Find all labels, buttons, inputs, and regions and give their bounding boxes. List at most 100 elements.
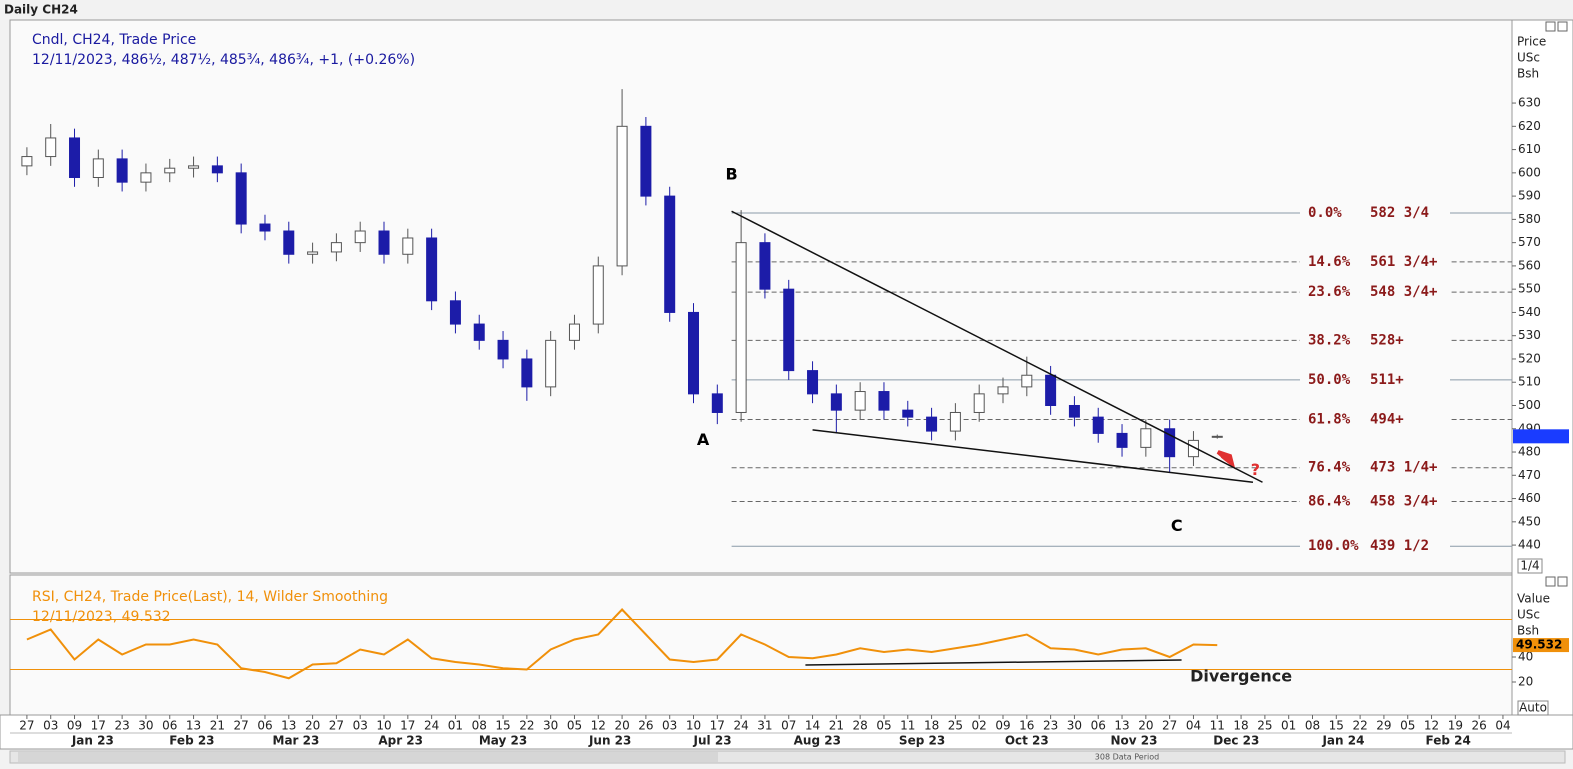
fib-ratio: 61.8% [1308, 411, 1351, 427]
y-tick-label: 540 [1518, 305, 1541, 319]
candle-body [259, 223, 271, 232]
candle-body [188, 165, 200, 169]
month-label: Dec 23 [1213, 734, 1259, 748]
x-tick-label: 31 [757, 719, 772, 733]
x-tick-label: 21 [210, 719, 225, 733]
candle-body [449, 300, 461, 325]
axis-title: Bsh [1517, 67, 1539, 81]
y-tick-label: 530 [1518, 328, 1541, 342]
candle-body [164, 167, 176, 174]
axis-title: USc [1517, 608, 1540, 622]
x-tick-label: 27 [19, 719, 34, 733]
candle-body [497, 339, 509, 360]
candle-body [568, 323, 580, 341]
y-tick-label: 450 [1518, 514, 1541, 528]
window-button[interactable] [1545, 576, 1556, 587]
last-value-box [1513, 638, 1569, 653]
fib-ratio: 50.0% [1308, 372, 1351, 388]
y-tick-label: 500 [1518, 398, 1541, 412]
y-tick-label: 480 [1518, 445, 1541, 459]
x-tick-label: 10 [686, 719, 701, 733]
y-tick-label: 620 [1518, 119, 1541, 133]
fib-price: 473 1/4+ [1370, 460, 1437, 476]
candle-body [235, 172, 247, 225]
y-tick-label: 20 [1518, 675, 1533, 689]
x-tick-label: 05 [1400, 719, 1415, 733]
fib-price: 439 1/2 [1370, 538, 1429, 554]
x-tick-label: 30 [1067, 719, 1082, 733]
annotation: Divergence [1190, 667, 1292, 686]
month-label: May 23 [479, 734, 527, 748]
candle-body [378, 230, 390, 255]
x-tick-label: 04 [1186, 719, 1201, 733]
y-tick-label: 630 [1518, 96, 1541, 110]
candle-body [426, 237, 438, 302]
price-panel [9, 19, 1513, 574]
candle-body [616, 125, 628, 267]
fib-label-bg [1300, 411, 1450, 428]
candle-body [592, 265, 604, 325]
legend-text: 12/11/2023, 49.532 [32, 609, 171, 625]
fib-ratio: 23.6% [1308, 284, 1351, 300]
x-tick-label: 27 [329, 719, 344, 733]
x-tick-label: 08 [472, 719, 487, 733]
candle-body [473, 323, 485, 341]
month-label: Mar 23 [273, 734, 320, 748]
candle-body [759, 242, 771, 290]
month-label: Jan 23 [71, 734, 114, 748]
candle-body [1211, 435, 1223, 438]
x-tick-label: 20 [1138, 719, 1153, 733]
window-button[interactable] [1557, 21, 1568, 32]
trendline [812, 429, 1254, 484]
axis-title: Price [1517, 35, 1546, 49]
auto-button[interactable] [1517, 700, 1549, 716]
candle-body [140, 172, 152, 183]
x-tick-label: 09 [995, 719, 1010, 733]
x-tick-label: 29 [1376, 719, 1391, 733]
window-button[interactable] [1545, 21, 1556, 32]
candle-body [307, 251, 319, 255]
axis-title: Bsh [1517, 624, 1539, 638]
legend-text: 12/11/2023, 486½, 487½, 485¾, 486¾, +1, … [32, 52, 415, 68]
y-tick-label: 590 [1518, 189, 1541, 203]
fib-ratio: 86.4% [1308, 493, 1351, 509]
candle-body [1092, 416, 1104, 434]
candle-body [926, 416, 938, 432]
candle-body [21, 156, 33, 167]
candle-body [688, 311, 700, 395]
annotation: C [1171, 516, 1183, 535]
fib-price: 582 3/4 [1370, 205, 1429, 221]
candle-body [116, 158, 128, 183]
fib-price: 561 3/4+ [1370, 254, 1437, 270]
x-tick-label: 20 [305, 719, 320, 733]
x-tick-label: 12 [591, 719, 606, 733]
scale-button[interactable] [1517, 558, 1543, 574]
candle-body [1116, 432, 1128, 448]
candle-body [640, 125, 652, 197]
x-tick-label: 06 [1091, 719, 1106, 733]
rsi-panel [9, 574, 1513, 716]
x-tick-label: 13 [281, 719, 296, 733]
month-label: Jun 23 [588, 734, 631, 748]
annotation: B [725, 165, 737, 184]
x-tick-label: 17 [400, 719, 415, 733]
y-tick-label: 460 [1518, 491, 1541, 505]
window-button[interactable] [1557, 576, 1568, 587]
x-tick-label: 21 [829, 719, 844, 733]
arrow [1216, 450, 1236, 470]
x-tick-label: 26 [1472, 719, 1487, 733]
legend-text: RSI, CH24, Trade Price(Last), 14, Wilder… [32, 589, 388, 605]
candle-body [1187, 439, 1199, 458]
candle-body [783, 288, 795, 372]
month-label: Sep 23 [899, 734, 945, 748]
annotation: A [697, 430, 710, 449]
candle-body [521, 358, 533, 388]
candle-body [211, 165, 223, 174]
x-tick-label: 28 [853, 719, 868, 733]
fib-label-bg [1300, 493, 1450, 510]
x-tick-label: 01 [448, 719, 463, 733]
x-tick-label: 30 [543, 719, 558, 733]
scroll-thumb[interactable] [18, 752, 718, 762]
candle-body [807, 370, 819, 395]
